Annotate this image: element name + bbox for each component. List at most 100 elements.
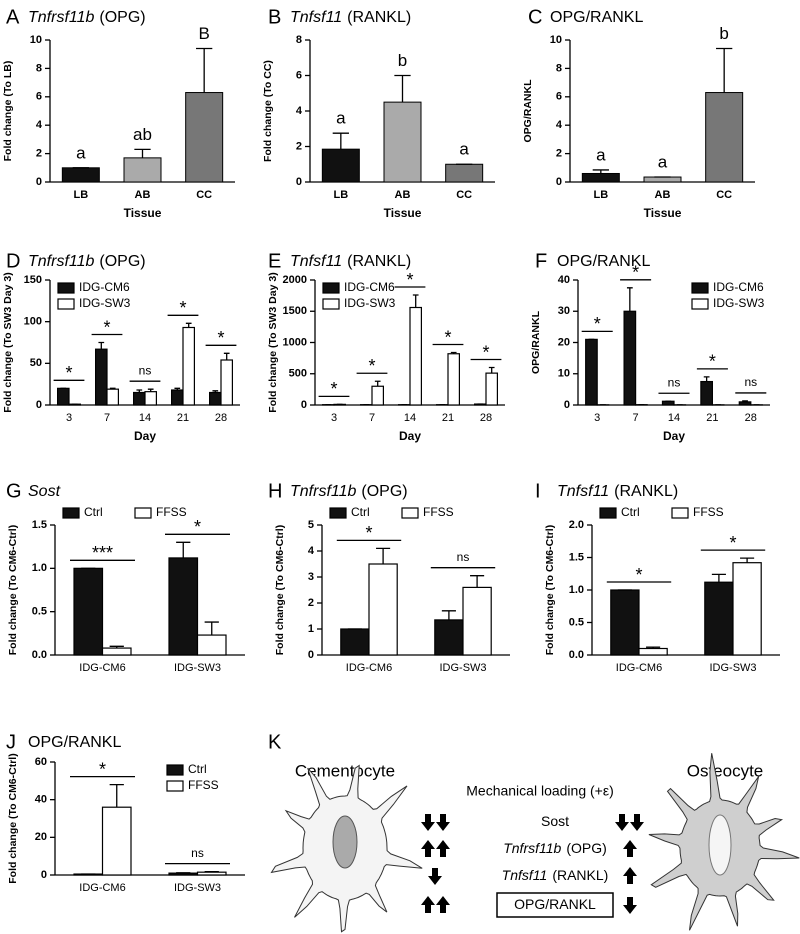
significance-mark: ns <box>457 550 470 564</box>
legend-label: Ctrl <box>188 762 207 776</box>
y-tick-label: 4 <box>296 105 303 117</box>
bar <box>638 647 668 656</box>
significance-mark: * <box>103 317 110 337</box>
y-axis-label: Fold change (To CM6-Ctrl) <box>7 525 19 655</box>
error-bar <box>626 287 633 312</box>
x-tick-label: 7 <box>633 412 639 424</box>
y-tick-label: 1.5 <box>569 551 584 563</box>
error-bar <box>488 366 495 374</box>
error-bar <box>136 389 143 393</box>
legend-label: FFSS <box>156 505 187 519</box>
arrow <box>623 840 637 857</box>
x-tick-label: LB <box>73 189 88 201</box>
y-axis-label: OPG/RANKL <box>522 79 534 143</box>
bar <box>732 562 762 656</box>
row-gene: Sost <box>541 813 569 829</box>
error-bar <box>716 47 733 93</box>
panel-letter: D <box>6 250 20 272</box>
x-tick-label: IDG-SW3 <box>709 662 756 674</box>
arrow <box>623 867 637 884</box>
bar <box>581 172 620 183</box>
nucleus <box>332 815 358 869</box>
bar <box>182 326 195 406</box>
bar <box>462 586 492 656</box>
y-tick-label: 100 <box>24 316 42 328</box>
error-bar <box>134 148 151 158</box>
significance-mark: * <box>709 352 716 372</box>
bar <box>196 634 227 656</box>
x-tick-label: CC <box>716 189 732 201</box>
y-tick-label: 6 <box>556 91 562 103</box>
significance-letter: ab <box>133 125 152 144</box>
nucleus <box>708 814 732 876</box>
x-tick-label: AB <box>655 189 671 201</box>
error-bar <box>185 322 192 328</box>
y-tick-label: 0.5 <box>32 606 47 618</box>
condition-label: Mechanical loading (+ε) <box>466 783 614 799</box>
legend-label: FFSS <box>693 505 724 519</box>
bar <box>383 101 422 183</box>
y-tick-label: 2 <box>308 597 314 609</box>
bar <box>340 628 370 656</box>
bar <box>445 163 484 183</box>
panel-letter: C <box>528 6 542 28</box>
error-bar <box>646 646 661 649</box>
bar <box>585 338 598 406</box>
significance-mark: * <box>406 270 413 290</box>
x-tick-label: 14 <box>139 412 151 424</box>
significance-mark: * <box>368 356 375 376</box>
title-protein: (OPG) <box>99 9 145 26</box>
significance-letter: a <box>658 153 668 172</box>
chart-title: Tnfrsf11b (OPG) <box>290 483 408 500</box>
y-tick-label: 6 <box>296 69 302 81</box>
bar <box>705 92 744 183</box>
bar <box>185 92 224 183</box>
bar <box>168 872 199 876</box>
x-tick-label: AB <box>395 189 411 201</box>
bar <box>623 310 637 406</box>
significance-letter: b <box>398 51 407 70</box>
legend-label: Ctrl <box>84 505 103 519</box>
significance-letter: a <box>596 145 606 164</box>
bar <box>61 167 100 183</box>
error-bar <box>204 621 219 636</box>
y-tick-label: 4 <box>36 119 43 131</box>
significance-mark: * <box>482 342 489 362</box>
y-tick-label: 20 <box>558 336 570 348</box>
bar <box>368 563 398 656</box>
bar <box>101 647 132 656</box>
significance-mark: * <box>179 298 186 318</box>
y-tick-label: 1000 <box>283 336 307 348</box>
y-tick-label: 1.0 <box>569 584 584 596</box>
significance-letter: B <box>198 24 209 43</box>
bar <box>73 567 104 656</box>
significance-letter: a <box>336 109 346 128</box>
title-gene: Sost <box>28 483 61 500</box>
significance-mark: ns <box>191 846 204 860</box>
legend-swatch <box>57 298 75 310</box>
panel-letter: K <box>268 731 282 753</box>
error-bar <box>412 294 419 308</box>
bar <box>643 176 682 183</box>
error-bar <box>592 169 609 174</box>
arrow <box>436 840 450 857</box>
chart-title: Sost <box>28 483 61 500</box>
y-tick-label: 0 <box>564 399 570 411</box>
x-tick-label: 21 <box>706 412 718 424</box>
y-tick-label: 10 <box>558 368 570 380</box>
y-tick-label: 0 <box>41 869 47 881</box>
bar <box>133 391 146 406</box>
legend-label: FFSS <box>188 778 219 792</box>
y-tick-label: 40 <box>558 274 570 286</box>
legend-swatch <box>322 298 340 310</box>
arrow <box>421 814 435 831</box>
legend-label: Ctrl <box>351 505 370 519</box>
y-tick-label: 0 <box>36 176 42 188</box>
legend-label: IDG-SW3 <box>344 296 396 310</box>
legend-swatch <box>671 507 689 519</box>
legend-swatch <box>62 507 80 519</box>
error-bar <box>176 541 191 558</box>
y-tick-label: 2 <box>296 140 302 152</box>
y-tick-label: 0.5 <box>569 616 584 628</box>
arrow <box>436 814 450 831</box>
